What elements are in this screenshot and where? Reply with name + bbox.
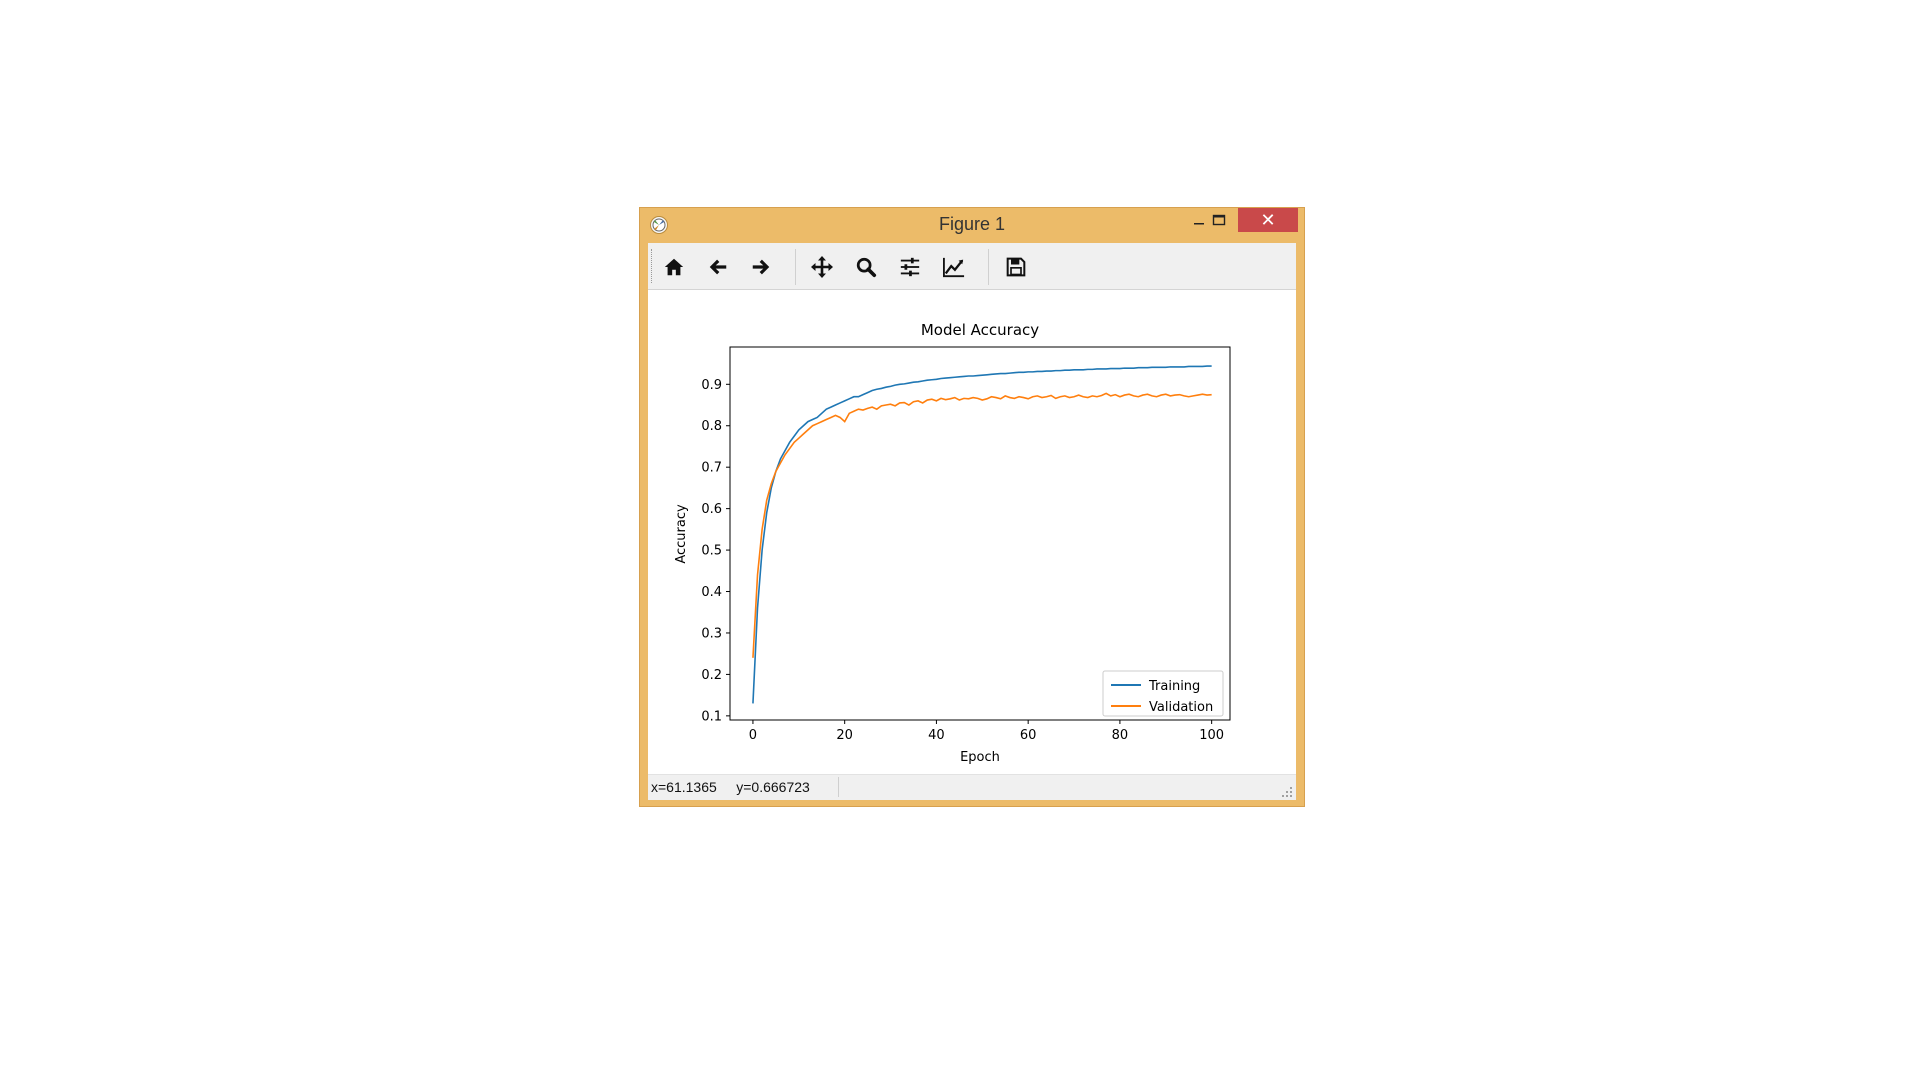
legend-training-label: Training [1148,679,1200,694]
y-tick-label: 0.2 [701,668,722,683]
pan-move-icon [811,256,833,278]
toolbar-grip[interactable] [651,249,655,283]
series-line-training [752,365,1212,704]
x-tick-label: 80 [1112,728,1129,743]
toolbar-separator [795,249,796,285]
x-tick-label: 40 [928,728,945,743]
chart-title: Model Accuracy [921,321,1039,339]
zoom-icon [856,257,877,278]
configure-subplots-icon [900,257,920,277]
x-tick-label: 60 [1020,728,1037,743]
close-button[interactable]: ✕ [1238,208,1298,232]
home-button[interactable] [659,252,689,282]
x-tick-label: 100 [1199,728,1224,743]
x-axis-label: Epoch [960,750,1000,765]
y-tick-label: 0.5 [701,544,722,559]
navigation-toolbar [648,243,1296,290]
back-button[interactable] [703,252,733,282]
y-tick-label: 0.7 [701,461,722,476]
forward-arrow-icon [752,259,770,275]
y-axis-label: Accuracy [674,504,689,564]
edit-axes-icon [943,257,965,278]
maximize-icon [1212,214,1226,226]
pan-button[interactable] [807,252,837,282]
resize-grip-icon[interactable] [1281,786,1293,798]
legend-validation-label: Validation [1149,700,1213,715]
matplotlib-logo-icon [652,218,666,232]
status-bar: x=61.1365 y=0.666723 [648,774,1296,800]
save-button[interactable] [1001,252,1031,282]
forward-button[interactable] [746,252,776,282]
figure-client-area: Model Accuracy 0 20 40 60 80 100 0.1 0.2 0.3 0.4 0… [648,243,1296,800]
zoom-button[interactable] [851,252,881,282]
close-icon: ✕ [1260,209,1276,231]
figure-window: Figure 1 ✕ [639,207,1305,807]
plot-frame [729,346,1231,721]
home-icon [664,258,684,276]
edit-axes-button[interactable] [939,252,969,282]
series-line-validation [752,392,1212,658]
y-tick-label: 0.4 [701,585,722,600]
legend-box [1102,670,1224,717]
minimize-button[interactable] [1176,208,1222,232]
figure-canvas[interactable]: Model Accuracy 0 20 40 60 80 100 0.1 0.2 0.3 0.4 0… [648,290,1296,774]
y-tick-label: 0.6 [701,502,722,517]
maximize-button[interactable] [1196,208,1242,232]
configure-subplots-button[interactable] [895,252,925,282]
status-separator [838,777,839,797]
window-title: Figure 1 [938,214,1006,234]
legend: Training Validation [1102,670,1224,717]
y-tick-label: 0.8 [701,419,722,434]
x-tick-label: 20 [836,728,853,743]
y-tick-label: 0.1 [701,709,722,724]
y-tick-label: 0.9 [701,378,722,393]
toolbar-separator [988,249,989,285]
back-arrow-icon [709,259,727,275]
y-tick-label: 0.3 [701,626,722,641]
accuracy-chart: Model Accuracy 0 20 40 60 80 100 0.1 0.2 0.3 0.4 0… [674,321,1231,765]
cursor-coordinates: x=61.1365 y=0.666723 [651,779,810,795]
x-tick-label: 0 [749,728,757,743]
save-icon [1006,257,1026,277]
minimize-icon [1194,223,1204,225]
app-icon[interactable] [650,216,668,234]
title-bar[interactable]: Figure 1 ✕ [640,208,1304,242]
